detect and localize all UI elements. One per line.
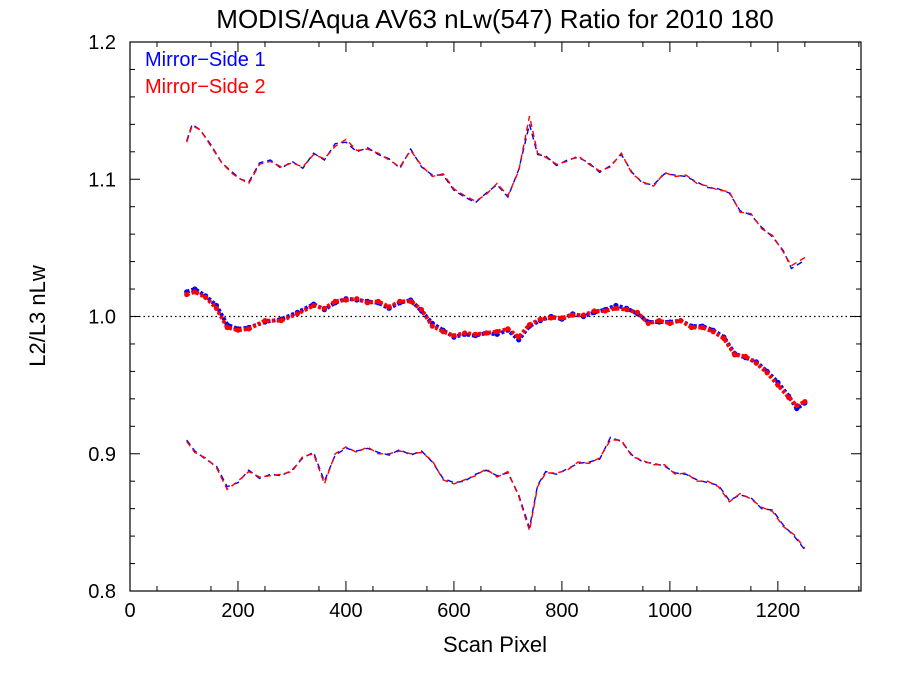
mirror-side-2-mean-point — [634, 309, 641, 315]
mirror-side-2-mean-point — [786, 394, 792, 401]
mirror-side-2-mean-point — [656, 318, 662, 324]
mirror-side-2-mean-point — [548, 315, 554, 321]
mirror-side-2-lower-line — [186, 439, 806, 549]
mirror-side-2-mean-point — [364, 300, 371, 306]
mirror-side-2-mean-point — [516, 334, 522, 340]
x-axis-label: Scan Pixel — [443, 632, 547, 657]
mirror-side-2-mean-point — [742, 353, 749, 359]
legend: Mirror−Side 1 Mirror−Side 2 — [145, 49, 266, 98]
mirror-side-2-mean-point — [613, 305, 619, 311]
mirror-side-2-mean-point — [591, 308, 597, 314]
mirror-side-2-mean-point — [559, 315, 565, 321]
mirror-side-1-upper-line — [186, 123, 806, 270]
mirror-side-2-mean-point — [710, 329, 716, 335]
x-tick-label: 0 — [124, 600, 135, 622]
mirror-side-2-mean-point — [184, 291, 190, 298]
x-tick-label: 400 — [329, 600, 362, 622]
mirror-side-2-mean-point — [802, 399, 808, 405]
mirror-side-2-mean-point — [570, 312, 576, 318]
mirror-side-2-mean-point — [354, 296, 360, 302]
mirror-side-1-lower-line — [186, 436, 806, 551]
mirror-side-2-mean-point — [580, 312, 587, 318]
y-tick-label: 0.8 — [88, 581, 116, 603]
mirror-side-2-mean-point — [418, 307, 425, 313]
chart-title: MODIS/Aqua AV63 nLw(547) Ratio for 2010 … — [216, 4, 773, 34]
x-tick-label: 600 — [437, 600, 470, 622]
mirror-side-2-mean-point — [753, 360, 759, 366]
mirror-side-2-mean-point — [494, 329, 500, 335]
mirror-side-2-mean-point — [667, 320, 673, 326]
mirror-side-2-mean-point — [375, 298, 381, 304]
mirror-side-2-mean-point — [397, 298, 403, 304]
mirror-side-2-mean-point — [794, 403, 800, 409]
mirror-side-2-mean-point — [699, 324, 705, 331]
mirror-side-2-mean-point — [775, 382, 781, 388]
mirror-side-2-mean-point — [429, 323, 435, 329]
mirror-side-2-mean-point — [483, 330, 489, 336]
mirror-side-2-mean-point — [343, 297, 349, 303]
mirror-side-2-mean-point — [262, 318, 268, 324]
mirror-side-2-mean-point — [278, 318, 284, 324]
mirror-side-2-mean-point — [294, 311, 300, 317]
x-tick-label: 200 — [221, 600, 254, 622]
y-tick-label: 1.1 — [88, 169, 116, 191]
mirror-side-2-upper-line — [186, 115, 806, 267]
mirror-side-2-mean-point — [472, 331, 479, 337]
mirror-side-2-mean-point — [526, 322, 533, 328]
mirror-side-2-mean-point — [505, 326, 511, 332]
mirror-side-2-mean-point — [721, 335, 727, 342]
mirror-side-2-mean-point — [213, 305, 219, 311]
x-tick-label: 1200 — [756, 600, 801, 622]
y-tick-label: 0.9 — [88, 444, 116, 466]
mirror-side-2-mean-point — [321, 305, 327, 311]
mirror-side-2-mean-point — [246, 326, 252, 332]
y-tick-label: 1.0 — [88, 307, 116, 329]
mirror-side-2-mean-point — [386, 304, 392, 310]
mirror-side-2-mean-point — [764, 370, 770, 376]
mirror-side-2-mean-point — [602, 308, 608, 314]
x-tick-label: 800 — [545, 600, 578, 622]
mirror-side-2-mean-point — [235, 327, 241, 333]
legend-entry-mirror-side-2: Mirror−Side 2 — [145, 76, 266, 98]
mirror-side-2-mean-point — [678, 318, 684, 324]
mirror-side-2-mean-point — [645, 320, 651, 326]
mirror-side-2-mean-point — [537, 316, 543, 322]
mirror-side-2-mean-point — [332, 298, 338, 304]
series-layer — [184, 115, 808, 551]
mirror-side-2-mean-point — [451, 333, 457, 339]
x-tick-label: 1000 — [648, 600, 693, 622]
mirror-side-2-mean-point — [203, 294, 209, 300]
mirror-side-2-mean-point — [408, 298, 414, 304]
y-axis-label: L2/L3 nLw — [25, 265, 50, 367]
mirror-side-2-mean-point — [624, 307, 630, 313]
mirror-side-2-mean-point — [462, 330, 468, 336]
mirror-side-2-mean-point — [311, 302, 317, 309]
mirror-side-1-mean-line — [186, 286, 807, 412]
mirror-side-2-mean-point — [192, 289, 198, 295]
mirror-side-2-mean-point — [688, 324, 695, 331]
plot-area: 0 200 400 600 800 1000 1200 0.8 0.9 1.0 1.1 1.2 — [88, 32, 862, 622]
mirror-side-2-mean-point — [224, 324, 230, 331]
legend-entry-mirror-side-1: Mirror−Side 1 — [145, 49, 266, 71]
minor-ticks — [130, 42, 861, 591]
mirror-side-2-mean-point — [732, 352, 738, 358]
mirror-side-2-mean-line — [186, 289, 806, 409]
y-tick-label: 1.2 — [88, 32, 116, 54]
y-axis-ticks: 0.8 0.9 1.0 1.1 1.2 — [88, 32, 861, 603]
x-axis-ticks: 0 200 400 600 800 1000 1200 — [124, 42, 800, 622]
mirror-side-2-mean-point — [440, 329, 446, 335]
